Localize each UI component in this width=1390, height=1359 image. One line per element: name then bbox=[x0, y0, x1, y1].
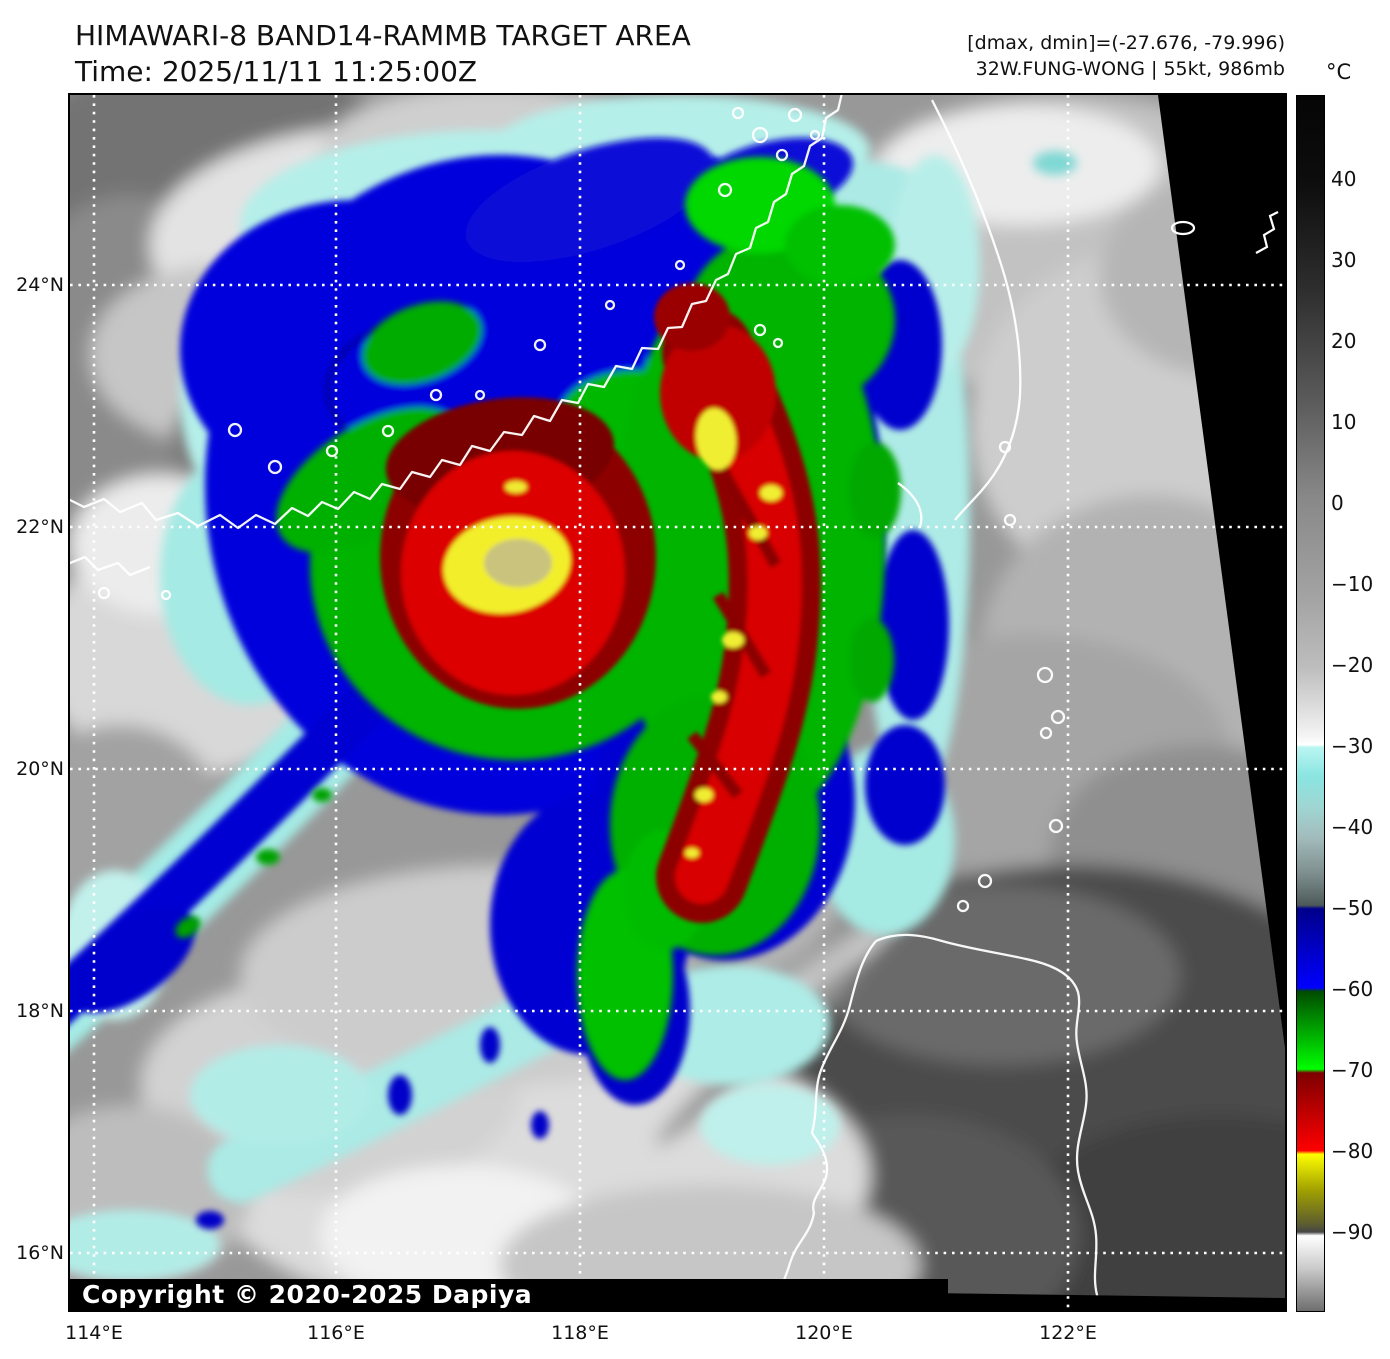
coastline-china bbox=[70, 95, 843, 530]
colorbar-tick-label: −30 bbox=[1331, 734, 1374, 758]
colorbar-tick-label: −80 bbox=[1331, 1139, 1374, 1163]
satellite-scene bbox=[70, 95, 1285, 1310]
dmax-dmin-readout: [dmax, dmin]=(-27.676, -79.996) bbox=[967, 32, 1285, 54]
lon-tick-label: 120°E bbox=[795, 1322, 853, 1344]
colorbar-tick-label: −10 bbox=[1331, 572, 1374, 596]
colorbar-tick-label: −90 bbox=[1331, 1220, 1374, 1244]
storm-core bbox=[380, 397, 656, 709]
coastline-taiwan-inner bbox=[897, 482, 923, 528]
coastline-taiwan bbox=[930, 99, 1022, 521]
colorbar-tick-label: 0 bbox=[1331, 491, 1344, 515]
eastern-rainband bbox=[654, 283, 821, 923]
colorbar-tick-label: 40 bbox=[1331, 167, 1357, 191]
storm-info-readout: 32W.FUNG-WONG | 55kt, 986mb bbox=[975, 58, 1285, 80]
lon-tick-label: 114°E bbox=[65, 1322, 123, 1344]
latlon-gridlines bbox=[70, 95, 1285, 1310]
readout-block: [dmax, dmin]=(-27.676, -79.996) 32W.FUNG… bbox=[967, 30, 1285, 82]
product-title: HIMAWARI-8 BAND14-RAMMB TARGET AREA bbox=[75, 19, 691, 52]
lat-tick-label: 24°N bbox=[16, 274, 64, 296]
lat-tick-label: 22°N bbox=[16, 516, 64, 538]
colorbar-unit-label: °C bbox=[1326, 60, 1352, 84]
colorbar-tick-label: 10 bbox=[1331, 410, 1357, 434]
product-time: Time: 2025/11/11 11:25:00Z bbox=[75, 55, 478, 88]
colorbar-tick-label: −40 bbox=[1331, 815, 1374, 839]
temperature-colorbar bbox=[1296, 95, 1325, 1312]
colorbar-tick-label: −70 bbox=[1331, 1058, 1374, 1082]
colorbar-tick-label: 30 bbox=[1331, 248, 1357, 272]
islands-in-wedge bbox=[1170, 211, 1279, 254]
colorbar-tick-label: −50 bbox=[1331, 896, 1374, 920]
lon-tick-label: 116°E bbox=[307, 1322, 365, 1344]
no-data-wedge-right bbox=[1158, 95, 1285, 1048]
coastline-luzon-west bbox=[772, 940, 877, 1310]
coastlines bbox=[70, 95, 1107, 1310]
lat-tick-label: 18°N bbox=[16, 1000, 64, 1022]
copyright-banner: Copyright © 2020-2025 Dapiya bbox=[70, 1279, 948, 1310]
colorbar-tick-label: −20 bbox=[1331, 653, 1374, 677]
lat-tick-label: 16°N bbox=[16, 1242, 64, 1264]
satellite-map-panel: Copyright © 2020-2025 Dapiya bbox=[68, 93, 1287, 1312]
colorbar-tick-label: 20 bbox=[1331, 329, 1357, 353]
coastline-pearl-delta bbox=[70, 555, 151, 577]
lon-tick-label: 118°E bbox=[551, 1322, 609, 1344]
lon-tick-label: 122°E bbox=[1039, 1322, 1097, 1344]
coastline-luzon-north bbox=[875, 933, 1107, 1310]
colorbar-tick-label: −60 bbox=[1331, 977, 1374, 1001]
lat-tick-label: 20°N bbox=[16, 758, 64, 780]
